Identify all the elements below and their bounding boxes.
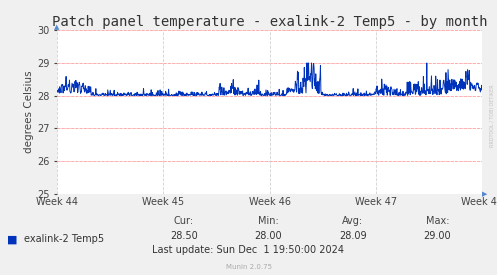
Text: Cur:: Cur:: [174, 216, 194, 226]
Text: ■: ■: [7, 234, 18, 244]
Text: 28.00: 28.00: [254, 231, 282, 241]
Title: Patch panel temperature - exalink-2 Temp5 - by month: Patch panel temperature - exalink-2 Temp…: [52, 15, 488, 29]
Text: 28.50: 28.50: [170, 231, 198, 241]
Text: ▶: ▶: [482, 191, 488, 197]
Text: RRDTOOL / TOBI OETIKER: RRDTOOL / TOBI OETIKER: [490, 84, 495, 147]
Text: Min:: Min:: [258, 216, 279, 226]
Text: Last update: Sun Dec  1 19:50:00 2024: Last update: Sun Dec 1 19:50:00 2024: [153, 245, 344, 255]
Text: 28.09: 28.09: [339, 231, 367, 241]
Text: Munin 2.0.75: Munin 2.0.75: [226, 264, 271, 270]
Text: exalink-2 Temp5: exalink-2 Temp5: [24, 234, 104, 244]
Text: Max:: Max:: [425, 216, 449, 226]
Y-axis label: degrees Celsius: degrees Celsius: [24, 71, 34, 153]
Text: 29.00: 29.00: [423, 231, 451, 241]
Text: Avg:: Avg:: [342, 216, 363, 226]
Text: ▲: ▲: [55, 24, 60, 30]
